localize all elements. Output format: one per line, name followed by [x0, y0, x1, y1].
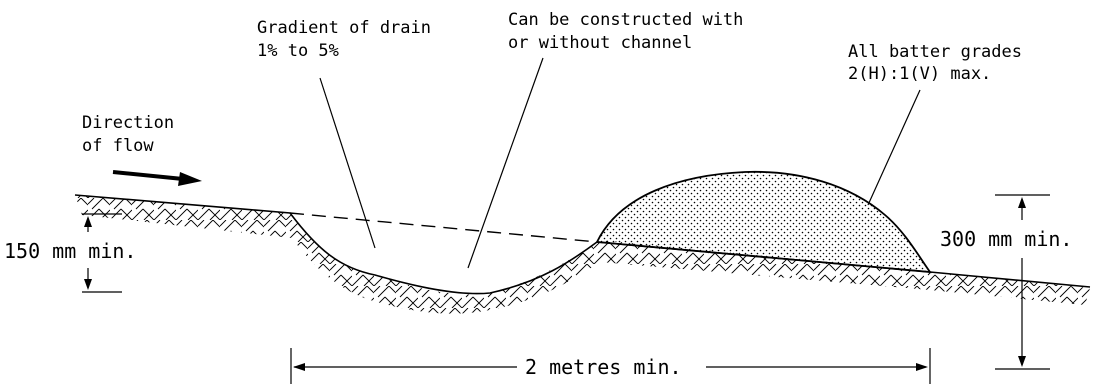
- flow-label-line1: Direction: [82, 113, 174, 133]
- ground-surface-line: [74, 194, 1091, 295]
- flow-label-line2: of flow: [82, 136, 154, 156]
- depth-dimension: [82, 213, 122, 293]
- gradient-leader-line: [319, 77, 376, 249]
- bank-height-min-label: 300 mm min.: [940, 227, 1072, 251]
- batter-leader-line: [867, 89, 921, 206]
- depth-min-label: 150 mm min.: [4, 239, 136, 263]
- batter-label-line1: All batter grades: [848, 42, 1022, 62]
- gradient-label-line1: Gradient of drain: [257, 18, 431, 38]
- channel-label-line1: Can be constructed with: [508, 10, 743, 30]
- channel-label-line2: or without channel: [508, 33, 692, 53]
- width-min-label: 2 metres min.: [525, 355, 682, 379]
- flow-arrow: [112, 170, 202, 186]
- channel-leader-line: [467, 57, 544, 269]
- batter-label-line2: 2(H):1(V) max.: [848, 64, 991, 84]
- width-dimension: [290, 348, 931, 384]
- original-ground-dashed-line: [289, 212, 598, 243]
- earth-hatching: [75, 195, 1090, 314]
- berm-mound: [595, 170, 932, 274]
- bank-height-dimension: [995, 194, 1050, 370]
- gradient-label-line2: 1% to 5%: [257, 41, 339, 61]
